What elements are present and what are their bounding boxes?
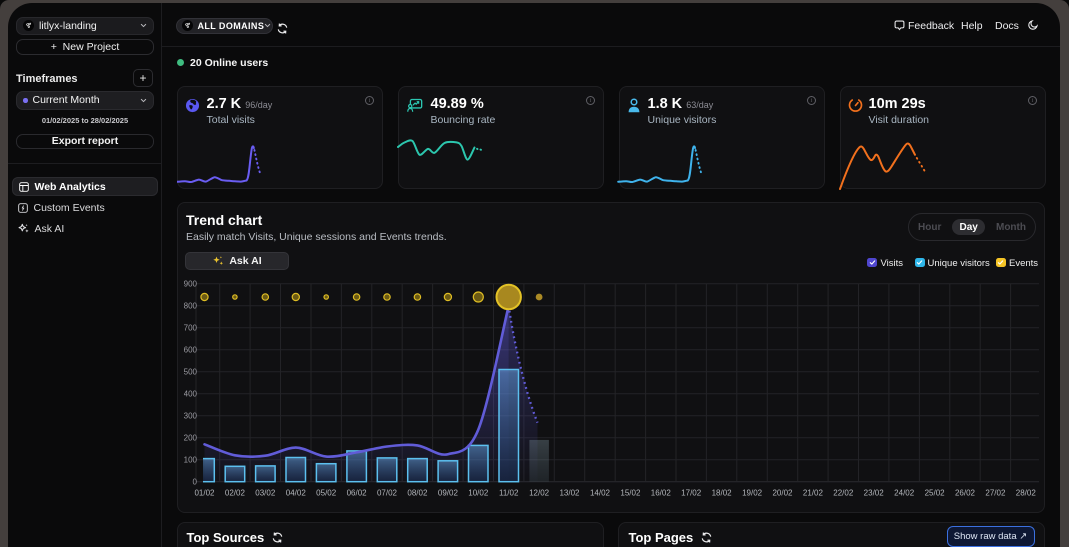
svg-text:25/02: 25/02 [925, 489, 946, 498]
svg-text:01/02: 01/02 [194, 489, 215, 498]
svg-text:03/02: 03/02 [255, 489, 276, 498]
svg-text:09/02: 09/02 [438, 489, 459, 498]
svg-text:24/02: 24/02 [894, 489, 915, 498]
svg-text:20/02: 20/02 [772, 489, 793, 498]
svg-text:100: 100 [184, 455, 198, 464]
svg-text:10/02: 10/02 [468, 489, 489, 498]
svg-text:19/02: 19/02 [742, 489, 763, 498]
svg-text:800: 800 [184, 301, 198, 310]
svg-text:26/02: 26/02 [955, 489, 976, 498]
svg-text:12/02: 12/02 [529, 489, 550, 498]
svg-text:08/02: 08/02 [407, 489, 428, 498]
svg-text:700: 700 [184, 323, 198, 332]
svg-text:200: 200 [184, 433, 198, 442]
svg-text:500: 500 [184, 367, 198, 376]
svg-text:22/02: 22/02 [833, 489, 854, 498]
svg-text:23/02: 23/02 [864, 489, 885, 498]
svg-text:0: 0 [193, 477, 198, 486]
svg-text:16/02: 16/02 [651, 489, 672, 498]
svg-text:02/02: 02/02 [225, 489, 246, 498]
svg-text:28/02: 28/02 [1016, 489, 1037, 498]
svg-text:600: 600 [184, 345, 198, 354]
svg-text:06/02: 06/02 [347, 489, 368, 498]
svg-text:04/02: 04/02 [286, 489, 307, 498]
svg-text:18/02: 18/02 [712, 489, 733, 498]
svg-text:400: 400 [184, 389, 198, 398]
svg-text:05/02: 05/02 [316, 489, 337, 498]
svg-text:07/02: 07/02 [377, 489, 398, 498]
svg-text:27/02: 27/02 [985, 489, 1006, 498]
svg-text:21/02: 21/02 [803, 489, 824, 498]
svg-text:14/02: 14/02 [590, 489, 611, 498]
svg-text:11/02: 11/02 [499, 489, 519, 498]
svg-text:13/02: 13/02 [559, 489, 580, 498]
svg-text:300: 300 [184, 411, 198, 420]
svg-text:900: 900 [184, 279, 198, 288]
svg-text:17/02: 17/02 [681, 489, 702, 498]
svg-text:15/02: 15/02 [620, 489, 641, 498]
